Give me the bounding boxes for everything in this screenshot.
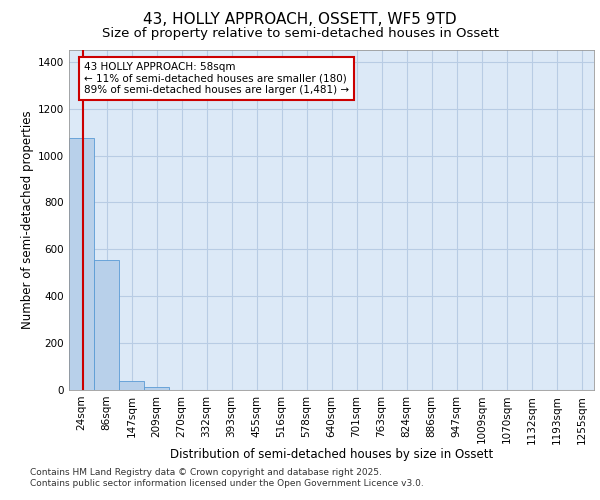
Text: 43 HOLLY APPROACH: 58sqm
← 11% of semi-detached houses are smaller (180)
89% of : 43 HOLLY APPROACH: 58sqm ← 11% of semi-d…: [84, 62, 349, 95]
Bar: [119, 381, 144, 390]
Bar: [94, 260, 119, 390]
Bar: [69, 138, 94, 390]
Bar: [144, 387, 169, 390]
X-axis label: Distribution of semi-detached houses by size in Ossett: Distribution of semi-detached houses by …: [170, 448, 493, 461]
Text: 43, HOLLY APPROACH, OSSETT, WF5 9TD: 43, HOLLY APPROACH, OSSETT, WF5 9TD: [143, 12, 457, 28]
Y-axis label: Number of semi-detached properties: Number of semi-detached properties: [21, 110, 34, 330]
Text: Contains HM Land Registry data © Crown copyright and database right 2025.
Contai: Contains HM Land Registry data © Crown c…: [30, 468, 424, 487]
Text: Size of property relative to semi-detached houses in Ossett: Size of property relative to semi-detach…: [101, 28, 499, 40]
